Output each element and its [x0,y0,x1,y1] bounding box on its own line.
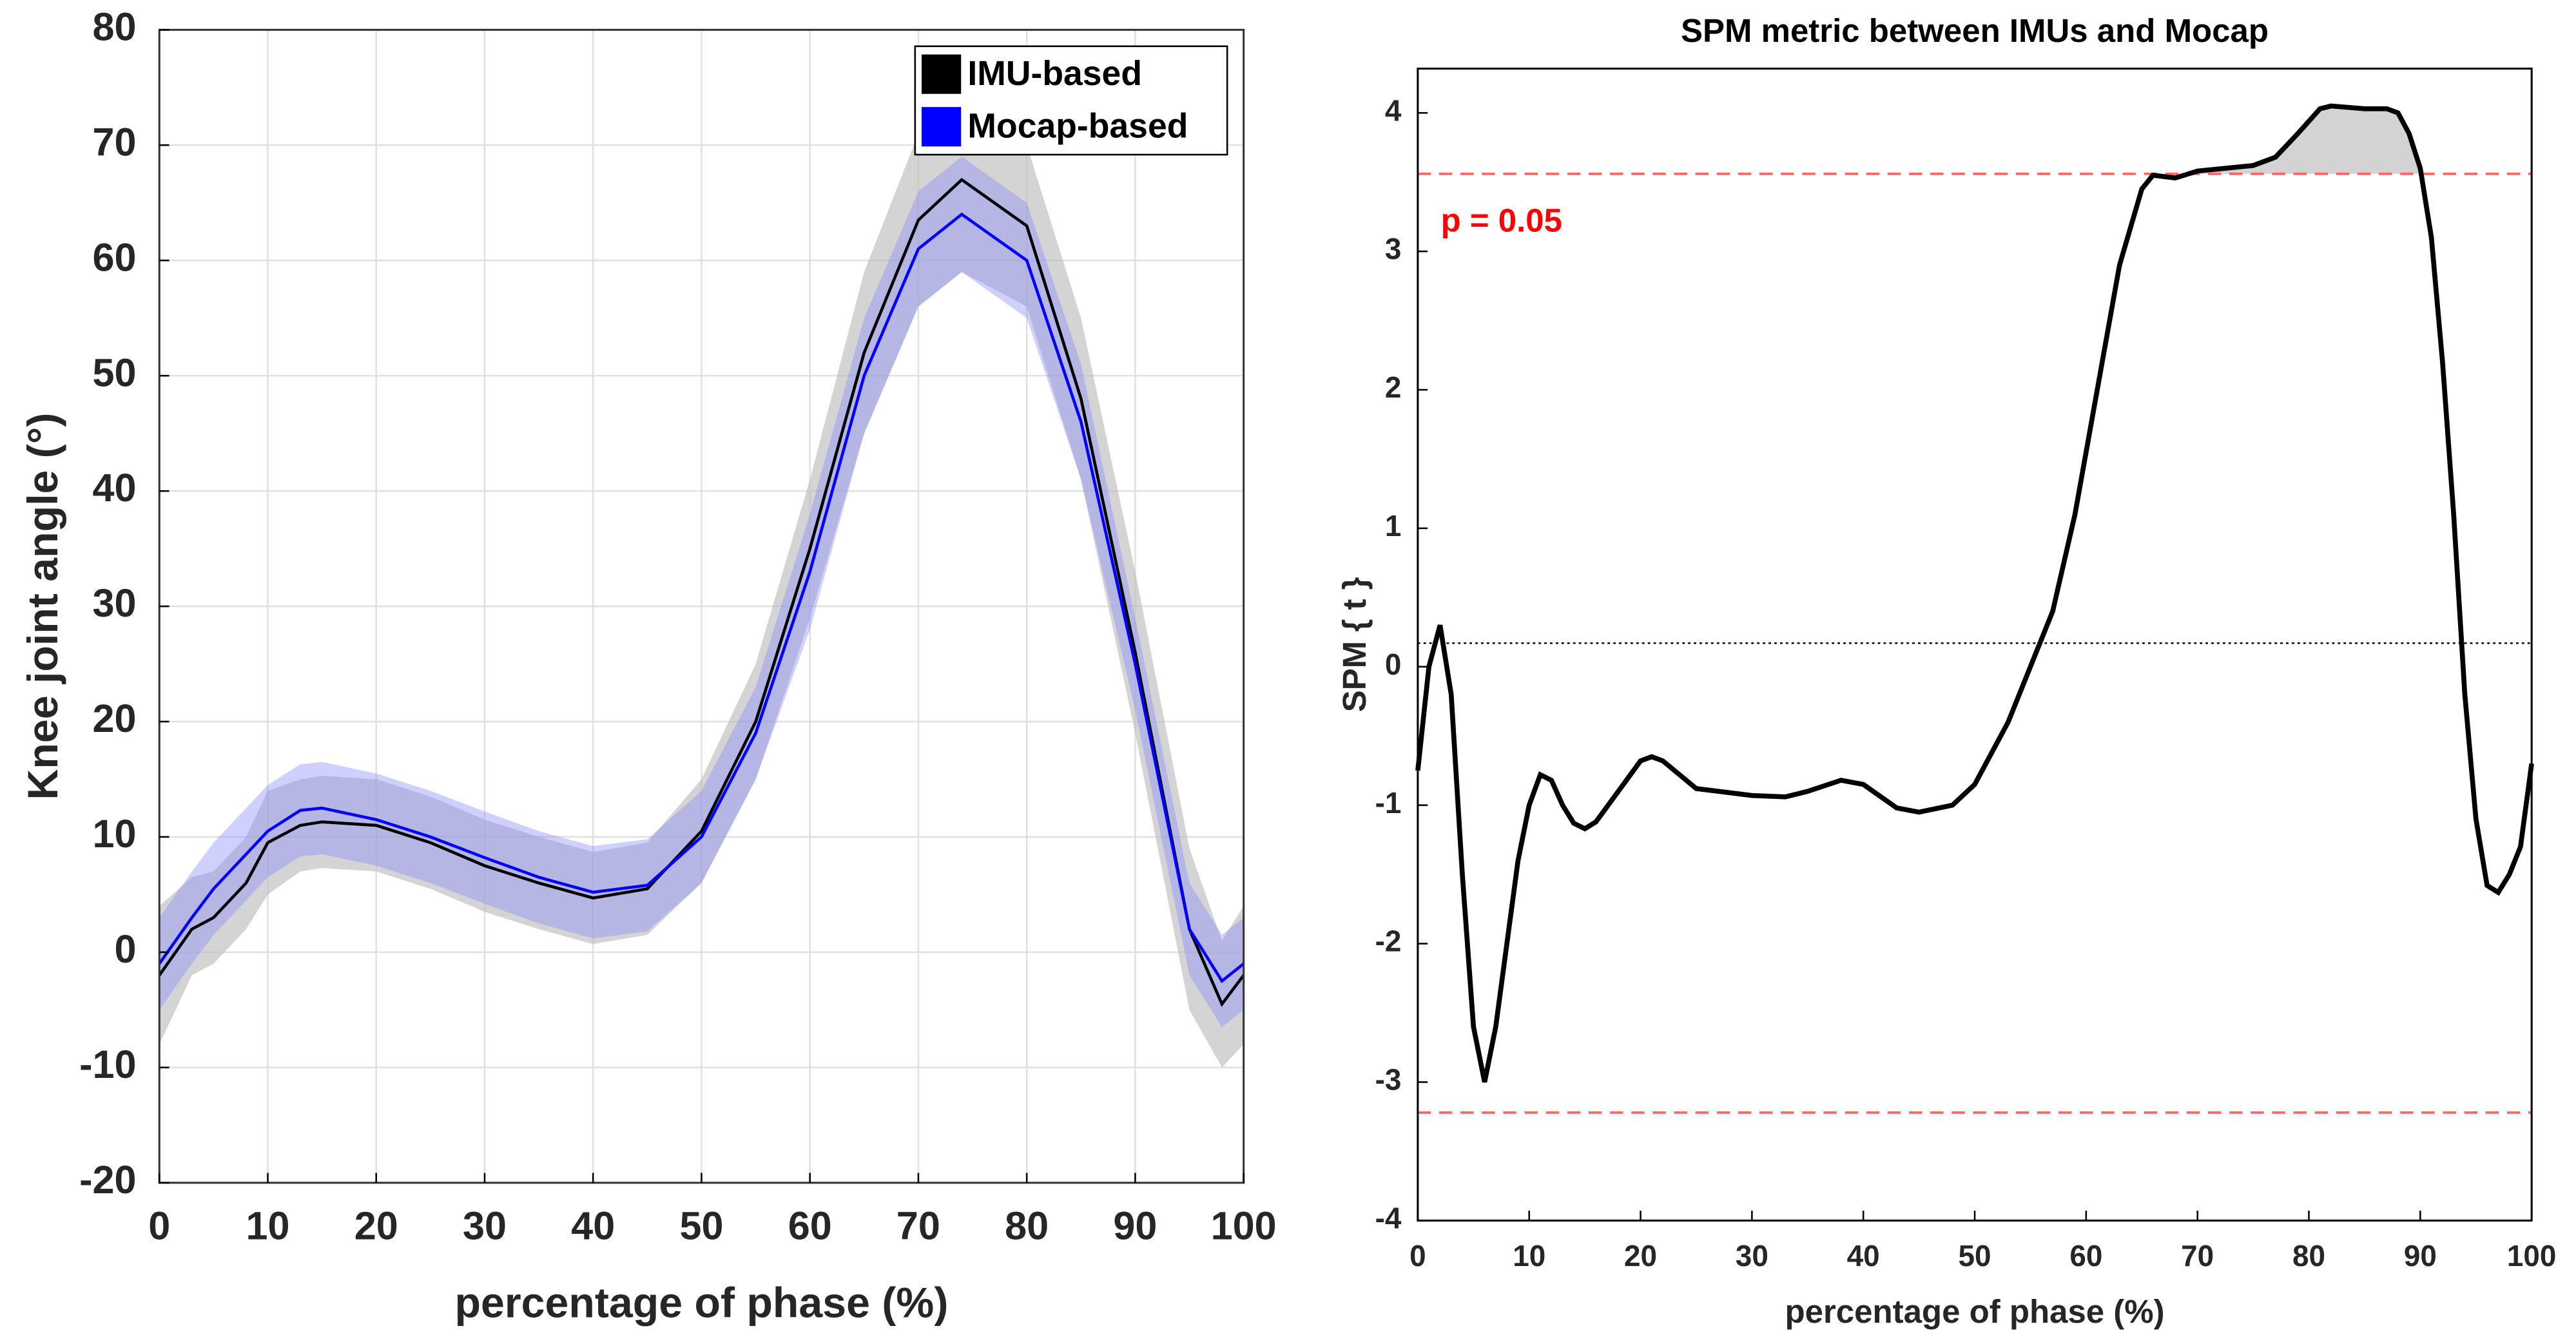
annotation: p = 0.05 [1441,202,1562,239]
x-tick-label: 40 [1847,1239,1880,1272]
x-tick-label: 0 [148,1204,170,1247]
y-tick-label: 0 [1385,648,1402,681]
y-tick-label: 20 [93,696,137,740]
x-tick-label: 70 [2181,1239,2214,1272]
legend-label: Mocap-based [967,107,1188,145]
y-tick-label: -2 [1375,925,1402,958]
y-tick-label: 70 [93,120,137,164]
y-tick-label: 40 [93,466,137,510]
mean-line [158,212,1245,984]
legend-box [914,45,1228,156]
y-tick-label: 50 [93,350,137,394]
x-tick-label: 10 [246,1204,289,1247]
y-tick-label: 4 [1385,93,1402,127]
x-tick-label: 90 [2404,1239,2437,1272]
legend-label: IMU-based [967,55,1142,93]
y-tick-label: -20 [79,1158,136,1202]
x-tick-label: 50 [1959,1239,1991,1272]
spm-line [1415,103,2534,1083]
y-tick-label: 3 [1385,232,1402,265]
y-tick-label: 1 [1385,509,1402,542]
legend-swatch [922,54,962,94]
y-tick-label: -10 [79,1042,136,1086]
x-tick-label: 100 [1211,1204,1277,1247]
axes-box [1417,67,2533,1222]
y-tick-label: 80 [93,5,137,48]
sd-band [159,157,1244,1028]
x-tick-label: 100 [2507,1239,2557,1272]
legend-swatch [922,107,962,147]
y-tick-label: 30 [93,581,137,625]
x-tick-label: 0 [1409,1239,1426,1272]
x-tick-label: 60 [2069,1239,2102,1272]
y-tick-label: -3 [1375,1063,1402,1097]
y-tick-label: 2 [1385,370,1402,404]
x-tick-label: 30 [463,1204,507,1247]
x-tick-label: 80 [1005,1204,1049,1247]
sd-band [159,110,1244,1068]
y-tick-label: -1 [1375,786,1402,820]
x-tick-label: 80 [2292,1239,2325,1272]
chart-title: SPM metric between IMUs and Mocap [1681,12,2269,49]
mean-line [158,177,1245,1007]
y-axis-label: SPM { t } [1336,577,1373,712]
y-tick-label: 60 [93,235,137,279]
x-tick-label: 30 [1736,1239,1768,1272]
y-tick-label: 0 [115,927,137,971]
x-axis-label: percentage of phase (%) [455,1279,949,1327]
x-axis-label: percentage of phase (%) [1785,1293,2164,1330]
y-tick-label: -4 [1375,1202,1402,1235]
suprathreshold-area [2188,106,2421,174]
x-tick-label: 20 [354,1204,398,1247]
x-tick-label: 40 [571,1204,615,1247]
x-tick-label: 10 [1513,1239,1545,1272]
x-tick-label: 50 [679,1204,723,1247]
x-tick-label: 70 [896,1204,940,1247]
x-tick-label: 20 [1624,1239,1657,1272]
y-axis-label: Knee joint angle (°) [19,413,67,800]
x-tick-label: 60 [788,1204,832,1247]
x-tick-label: 90 [1113,1204,1157,1247]
y-tick-label: 10 [93,812,137,856]
